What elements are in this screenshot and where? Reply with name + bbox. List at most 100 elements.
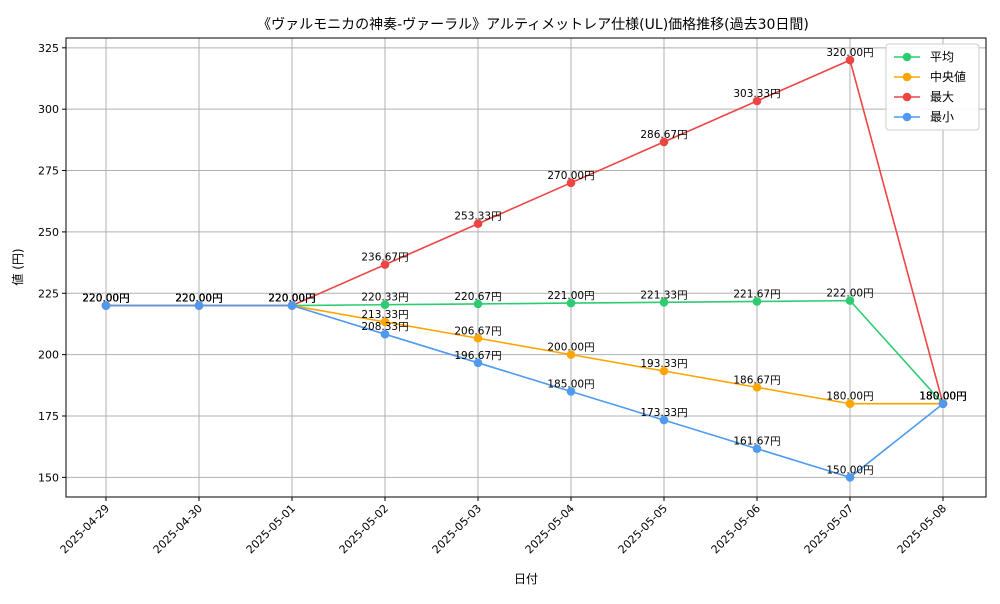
data-label: 220.00円 [268, 293, 315, 305]
data-label: 180.00円 [919, 391, 966, 403]
data-label: 303.33円 [733, 88, 780, 100]
x-tick-label: 2025-04-30 [151, 502, 205, 556]
data-labels: 220.00円 220.00円 220.00円 220.33円 220.67円 221.0… [82, 47, 966, 476]
legend-item-3: 最小 [894, 110, 954, 124]
data-point [752, 444, 762, 454]
series-line [106, 299, 944, 405]
data-label: 180.00円 [919, 391, 966, 403]
x-tick-label: 2025-05-03 [430, 502, 484, 556]
data-point [659, 137, 669, 147]
data-point [380, 317, 390, 327]
data-point [101, 301, 111, 310]
data-label: 220.00円 [82, 293, 129, 305]
data-label: 220.00円 [82, 293, 129, 305]
data-point [566, 298, 576, 308]
data-label: 236.67円 [361, 252, 408, 264]
data-point [380, 260, 390, 269]
data-label: 180.00円 [826, 391, 873, 403]
data-label: 220.00円 [268, 293, 315, 305]
data-label: 221.00円 [547, 290, 594, 302]
legend-label: 平均 [930, 50, 954, 64]
legend-item-2: 最大 [894, 90, 954, 104]
y-axis-label: 値 (円) [10, 248, 25, 285]
data-point [752, 383, 762, 392]
data-point [845, 399, 855, 409]
y-tick-label: 200 [38, 349, 59, 362]
data-label: 180.00円 [919, 391, 966, 403]
data-point [287, 301, 297, 310]
legend-marker [902, 72, 912, 82]
data-point [752, 96, 762, 106]
y-tick-label: 150 [38, 471, 59, 484]
data-label: 253.33円 [454, 211, 501, 223]
legend-marker [902, 92, 912, 102]
data-label: 220.00円 [175, 293, 222, 305]
y-tick-label: 175 [38, 410, 59, 423]
x-axis-label: 日付 [514, 572, 538, 586]
data-point [566, 350, 576, 359]
data-label: 196.67円 [454, 350, 501, 362]
legend-marker [902, 112, 912, 122]
data-label: 161.67円 [733, 436, 780, 448]
data-point [473, 358, 483, 368]
data-label: 320.00円 [826, 47, 873, 59]
legend-label: 最大 [930, 90, 954, 104]
data-point [473, 299, 483, 309]
data-label: 221.67円 [733, 288, 780, 300]
data-label: 200.00円 [547, 342, 594, 354]
grid-lines [66, 38, 986, 497]
data-label: 222.00円 [826, 288, 873, 300]
data-label: 173.33円 [640, 407, 687, 419]
data-point [659, 415, 669, 425]
data-label: 193.33円 [640, 358, 687, 370]
data-point [380, 300, 390, 310]
data-label: 220.00円 [175, 293, 222, 305]
data-point [659, 366, 669, 376]
y-tick-label: 325 [38, 42, 59, 55]
data-label: 150.00円 [826, 464, 873, 476]
x-tick-label: 2025-04-29 [58, 502, 112, 556]
data-point [938, 399, 948, 409]
data-point [845, 55, 855, 65]
data-label: 206.67円 [454, 325, 501, 337]
legend-item-1: 中央値 [894, 69, 966, 84]
series-3 [101, 301, 948, 482]
series-0 [101, 296, 948, 409]
data-label: 208.33円 [361, 321, 408, 333]
data-point [194, 301, 204, 310]
data-point [473, 219, 483, 229]
data-point [380, 329, 390, 339]
data-label: 220.00円 [268, 293, 315, 305]
legend-marker [902, 52, 912, 62]
data-label: 286.67円 [640, 129, 687, 141]
x-tick-label: 2025-05-01 [244, 502, 298, 556]
x-tick-label: 2025-05-05 [616, 502, 670, 556]
x-tick-label: 2025-05-04 [523, 502, 577, 556]
y-tick-label: 250 [38, 226, 59, 239]
data-label: 220.33円 [361, 292, 408, 304]
legend-item-0: 平均 [894, 50, 954, 64]
chart-title: 《ヴァルモニカの神奏-ヴァーラル》アルティメットレア仕様(UL)価格推移(過去3… [257, 16, 809, 33]
series-line [106, 304, 944, 479]
data-label: 220.67円 [454, 291, 501, 303]
data-point [845, 473, 855, 482]
legend-box [885, 43, 980, 131]
data-label: 185.00円 [547, 378, 594, 390]
legend-label: 最小 [930, 110, 954, 124]
data-label: 220.00円 [175, 293, 222, 305]
data-label: 270.00円 [547, 170, 594, 182]
data-label: 220.00円 [175, 293, 222, 305]
data-label: 220.00円 [82, 293, 129, 305]
y-tick-label: 225 [38, 287, 59, 300]
data-point [752, 297, 762, 306]
data-label: 213.33円 [361, 309, 408, 321]
data-label: 221.33円 [640, 289, 687, 301]
data-point [473, 333, 483, 343]
legend-label: 中央値 [930, 69, 966, 84]
data-point [566, 178, 576, 188]
y-tick-label: 300 [38, 103, 59, 116]
data-point [845, 296, 855, 305]
